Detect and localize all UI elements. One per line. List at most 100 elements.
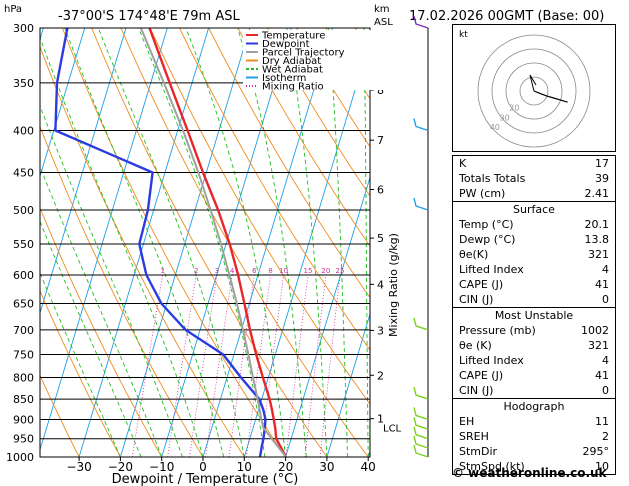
- indices-top: K 17 Totals Totals 39 PW (cm) 2.41: [453, 156, 615, 201]
- wind-barb: [413, 407, 429, 421]
- plot-frame: [39, 27, 371, 458]
- isotherm-line: [40, 28, 127, 315]
- pressure-tick-label: 450: [13, 166, 34, 179]
- hodograph-index-value: 10: [595, 460, 609, 473]
- surface-value: 0: [602, 293, 609, 306]
- most-unstable-row: CIN (J) 0: [453, 383, 615, 398]
- surface-label: Temp (°C): [459, 218, 514, 231]
- legend-label: Dry Adiabat: [262, 56, 321, 67]
- surface-title: Surface: [513, 203, 555, 216]
- series-line-temperature: [148, 28, 288, 457]
- km-tick-label: 4: [377, 278, 384, 291]
- x-tick-label: −10: [149, 460, 174, 474]
- most-unstable-label: Lifted Index: [459, 354, 524, 367]
- surface-label: θe(K): [459, 248, 489, 261]
- most-unstable-row: Lifted Index 4: [453, 353, 615, 368]
- pressure-tick-label: 300: [13, 22, 34, 35]
- asl-unit-label: ASL: [374, 17, 393, 28]
- mixing-ratio-line: [189, 274, 218, 457]
- legend-label: Mixing Ratio: [262, 82, 324, 93]
- index-label: PW (cm): [459, 187, 506, 200]
- mixing-ratio-line: [205, 274, 233, 457]
- hodograph-index-value: 295°: [582, 445, 610, 458]
- most-unstable-rows: Pressure (mb) 1002 θe (K) 321 Lifted Index 4 C…: [453, 323, 615, 398]
- surface-value: 20.1: [584, 218, 610, 231]
- legend-label: Dewpoint: [262, 39, 310, 50]
- location-title: -37°00'S 174°48'E 79m ASL: [58, 9, 240, 24]
- wind-barb: [413, 417, 429, 430]
- wet-adiabat-line: [64, 28, 225, 457]
- surface-row: Lifted Index 4: [453, 262, 615, 277]
- surface-rows: Temp (°C) 20.1 Dewp (°C) 13.8 θe(K) 321 Lifted…: [453, 217, 615, 307]
- hodograph-panel: 20 30 40 kt: [452, 24, 616, 152]
- surface-section: Surface Temp (°C) 20.1 Dewp (°C) 13.8 θe(K) 3…: [453, 201, 615, 307]
- hodograph-ring: [505, 62, 563, 120]
- hodograph-ring: [491, 48, 577, 134]
- pressure-tick-label: 1000: [6, 451, 34, 464]
- surface-row: Dewp (°C) 13.8: [453, 232, 615, 247]
- hodograph-index-label: EH: [459, 415, 475, 428]
- pressure-tick-label: 750: [13, 348, 34, 361]
- hodograph-index-row: SREH 2: [453, 429, 615, 444]
- x-tick-label: 40: [361, 460, 376, 474]
- x-tick-label: 10: [237, 460, 252, 474]
- pressure-tick-label: 650: [13, 298, 34, 311]
- pressure-tick-label: 600: [13, 269, 34, 282]
- mixing-ratio-axis-label: Mixing Ratio (g/kg): [387, 233, 400, 337]
- km-tick-label: 1: [377, 413, 384, 426]
- wind-barb: [413, 118, 429, 132]
- pressure-tick-label: 950: [13, 433, 34, 446]
- mixing-ratio-label: 2: [194, 267, 198, 275]
- most-unstable-row: θe (K) 321: [453, 338, 615, 353]
- x-tick-label: 20: [278, 460, 293, 474]
- surface-row: θe(K) 321: [453, 247, 615, 262]
- most-unstable-value: 4: [602, 354, 609, 367]
- wet-adiabat-line: [40, 104, 183, 457]
- surface-row: CAPE (J) 41: [453, 277, 615, 292]
- wind-barb: [413, 15, 429, 29]
- mixing-ratio-label: 25: [336, 267, 345, 275]
- surface-row: Temp (°C) 20.1: [453, 217, 615, 232]
- x-tick-label: 30: [319, 460, 334, 474]
- wind-barb: [413, 197, 429, 211]
- wind-barbs: [413, 15, 429, 458]
- indices-table: K 17 Totals Totals 39 PW (cm) 2.41 Surface Te…: [452, 155, 616, 475]
- hodograph-index-value: 11: [595, 415, 609, 428]
- most-unstable-section: Most Unstable Pressure (mb) 1002 θe (K) 321…: [453, 307, 615, 398]
- skewt-curves: [54, 28, 288, 457]
- isotherm-line: [40, 28, 86, 178]
- surface-value: 321: [588, 248, 609, 261]
- index-row: PW (cm) 2.41: [453, 186, 615, 201]
- isotherm-line: [161, 28, 292, 457]
- hodograph-index-value: 2: [602, 430, 609, 443]
- surface-label: Lifted Index: [459, 263, 524, 276]
- hodograph-ring: [477, 34, 591, 148]
- mixing-ratio-label: 1: [160, 267, 164, 275]
- legend-label: Isotherm: [262, 73, 306, 84]
- most-unstable-title: Most Unstable: [494, 309, 574, 322]
- hodograph-upper-trace: [529, 74, 537, 92]
- plot-background: [40, 28, 370, 457]
- index-value: 17: [595, 157, 609, 170]
- isotherm-line: [40, 28, 168, 452]
- hodograph-index-title: Hodograph: [503, 400, 565, 413]
- skewt-grid: 1 2 3 4 6 8 10 15 20 25: [40, 28, 370, 457]
- index-row: Totals Totals 39: [453, 171, 615, 186]
- x-axis-label: Dewpoint / Temperature (°C): [112, 472, 299, 486]
- index-value: 2.41: [584, 187, 610, 200]
- dry-adiabat-line: [296, 28, 370, 148]
- hodograph-index-label: StmDir: [459, 445, 498, 458]
- km-tick-label: 2: [377, 369, 384, 382]
- pressure-tick-label: 550: [13, 238, 34, 251]
- wet-adiabat-line: [363, 28, 369, 457]
- wet-adiabat-line: [328, 28, 348, 457]
- dry-adiabat-line: [208, 28, 370, 299]
- hodograph-index-row: EH 11: [453, 414, 615, 429]
- most-unstable-row: Pressure (mb) 1002: [453, 323, 615, 338]
- km-tick-label: 8: [377, 84, 384, 97]
- mixing-ratio-label: 8: [268, 267, 272, 275]
- mixing-ratio-line: [228, 274, 255, 457]
- hodograph-index-row: StmDir 295°: [453, 444, 615, 459]
